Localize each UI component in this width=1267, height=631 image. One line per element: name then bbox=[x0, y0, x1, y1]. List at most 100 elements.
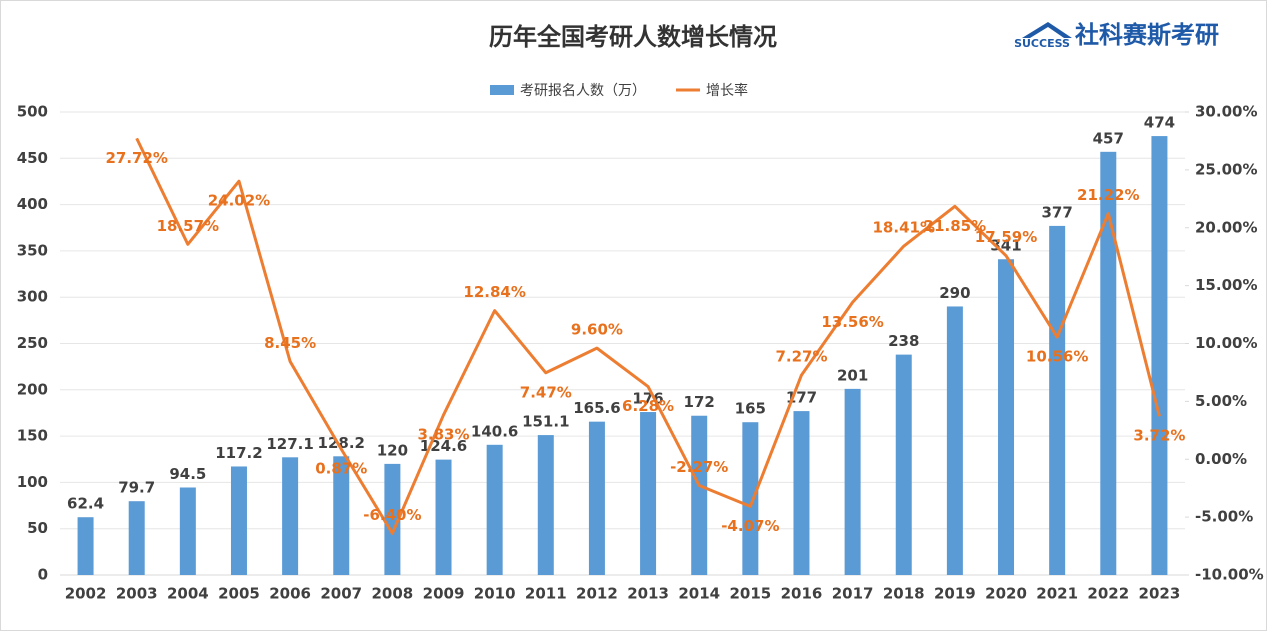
line-label: 18.57% bbox=[157, 217, 219, 235]
y-tick-label: 150 bbox=[17, 427, 48, 445]
bar bbox=[844, 388, 861, 575]
y2-tick-label: -5.00% bbox=[1195, 508, 1253, 526]
bar-label: 128.2 bbox=[318, 434, 365, 452]
x-tick-label: 2016 bbox=[781, 585, 823, 603]
bar bbox=[640, 412, 657, 575]
legend-swatch bbox=[490, 85, 514, 95]
y2-tick-label: 15.00% bbox=[1195, 276, 1257, 294]
bar-label: 201 bbox=[837, 366, 868, 384]
y-tick-label: 100 bbox=[17, 473, 48, 491]
bar-label: 377 bbox=[1042, 203, 1073, 221]
x-tick-label: 2006 bbox=[269, 585, 311, 603]
x-tick-label: 2018 bbox=[883, 585, 925, 603]
y-tick-label: 50 bbox=[27, 519, 48, 537]
bar bbox=[333, 456, 350, 575]
bar bbox=[1049, 225, 1066, 575]
line-label: 21.85% bbox=[924, 217, 986, 235]
bar-label: 290 bbox=[939, 284, 970, 302]
line-label: 12.84% bbox=[463, 283, 525, 301]
line-label: 10.56% bbox=[1026, 348, 1088, 366]
line-label: 21.22% bbox=[1077, 186, 1139, 204]
line-label: -2.27% bbox=[670, 458, 728, 476]
x-tick-label: 2005 bbox=[218, 585, 260, 603]
bar-label: 165 bbox=[735, 400, 766, 418]
line-label: 7.27% bbox=[775, 348, 827, 366]
bar-label: 457 bbox=[1093, 129, 1124, 147]
bar bbox=[895, 354, 912, 575]
bar bbox=[282, 457, 299, 575]
y-tick-label: 250 bbox=[17, 334, 48, 352]
bar bbox=[230, 466, 247, 575]
y2-tick-label: 25.00% bbox=[1195, 160, 1257, 178]
y-tick-label: 400 bbox=[17, 195, 48, 213]
x-tick-label: 2004 bbox=[167, 585, 209, 603]
line-label: 3.83% bbox=[417, 425, 469, 443]
bar bbox=[793, 411, 810, 575]
bar bbox=[946, 306, 963, 575]
bar-label: 140.6 bbox=[471, 422, 518, 440]
line-label: 18.41% bbox=[873, 219, 935, 237]
x-tick-label: 2010 bbox=[474, 585, 516, 603]
x-tick-label: 2022 bbox=[1087, 585, 1129, 603]
x-tick-label: 2023 bbox=[1139, 585, 1181, 603]
x-tick-label: 2002 bbox=[65, 585, 107, 603]
bar-label: 238 bbox=[888, 332, 919, 350]
y2-tick-label: 0.00% bbox=[1195, 450, 1247, 468]
y-tick-label: 500 bbox=[17, 103, 48, 121]
bar bbox=[128, 501, 145, 575]
x-tick-label: 2021 bbox=[1036, 585, 1078, 603]
y-tick-label: 350 bbox=[17, 241, 48, 259]
bar-label: 172 bbox=[684, 393, 715, 411]
bar-label: 474 bbox=[1144, 114, 1175, 132]
chart-title: 历年全国考研人数增长情况 bbox=[489, 23, 777, 51]
line-label: -6.40% bbox=[363, 506, 421, 524]
bar bbox=[179, 487, 196, 575]
legend-label: 增长率 bbox=[706, 82, 748, 99]
bar-label: 120 bbox=[377, 441, 408, 459]
bar bbox=[1151, 136, 1168, 576]
line-label: 13.56% bbox=[821, 313, 883, 331]
line-label: 7.47% bbox=[520, 383, 572, 401]
x-tick-label: 2007 bbox=[320, 585, 362, 603]
line-label: 6.28% bbox=[622, 397, 674, 415]
y2-tick-label: -10.00% bbox=[1195, 566, 1264, 584]
line-label: 24.02% bbox=[208, 192, 270, 210]
y-tick-label: 0 bbox=[38, 566, 48, 584]
bar bbox=[1100, 151, 1117, 575]
x-tick-label: 2020 bbox=[985, 585, 1027, 603]
line-label: 8.45% bbox=[264, 334, 316, 352]
x-tick-label: 2012 bbox=[576, 585, 618, 603]
line-label: 27.72% bbox=[105, 149, 167, 167]
line-label: 0.87% bbox=[315, 460, 367, 478]
bar bbox=[486, 444, 503, 575]
legend-label: 考研报名人数（万） bbox=[520, 83, 646, 99]
y-tick-label: 200 bbox=[17, 380, 48, 398]
line-label: 3.72% bbox=[1133, 427, 1185, 445]
x-tick-label: 2019 bbox=[934, 585, 976, 603]
y2-tick-label: 5.00% bbox=[1195, 392, 1247, 410]
x-tick-label: 2008 bbox=[372, 585, 414, 603]
y2-tick-label: 10.00% bbox=[1195, 334, 1257, 352]
bar bbox=[998, 259, 1015, 575]
bar-label: 165.6 bbox=[573, 399, 620, 417]
x-tick-label: 2003 bbox=[116, 585, 158, 603]
x-tick-label: 2015 bbox=[729, 585, 771, 603]
y-tick-label: 450 bbox=[17, 149, 48, 167]
bar bbox=[691, 415, 708, 575]
bar bbox=[77, 517, 94, 575]
logo-sub: SUCCESS bbox=[1014, 37, 1070, 50]
bar bbox=[537, 435, 554, 575]
bar-label: 341 bbox=[990, 237, 1021, 255]
bar-label: 94.5 bbox=[169, 465, 206, 483]
line-label: 9.60% bbox=[571, 321, 623, 339]
bar-label: 62.4 bbox=[67, 495, 104, 513]
x-tick-label: 2009 bbox=[423, 585, 465, 603]
x-tick-label: 2017 bbox=[832, 585, 874, 603]
logo-text: 社科赛斯考研 bbox=[1075, 21, 1219, 49]
logo-icon bbox=[1030, 27, 1064, 38]
x-tick-label: 2014 bbox=[678, 585, 720, 603]
bar-label: 117.2 bbox=[215, 444, 262, 462]
line-label: -4.07% bbox=[721, 517, 779, 535]
y-tick-label: 300 bbox=[17, 288, 48, 306]
